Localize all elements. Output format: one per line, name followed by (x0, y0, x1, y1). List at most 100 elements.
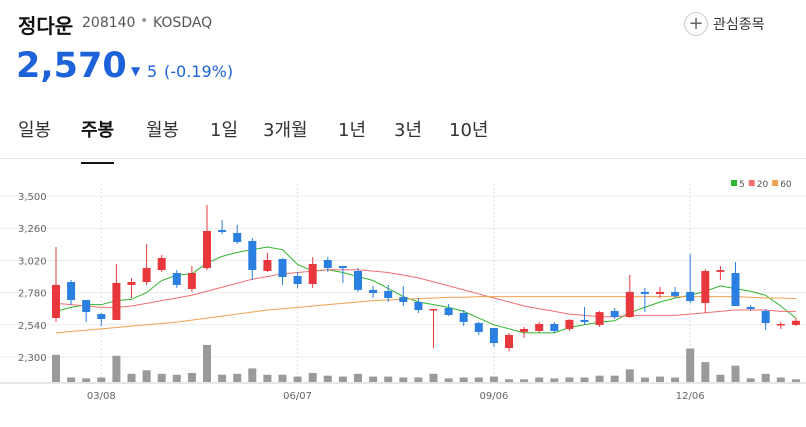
volume-bar (203, 344, 211, 382)
ma-line (55, 246, 797, 334)
volume-bar (218, 374, 227, 382)
volume-bar (459, 377, 468, 382)
volume-bar (399, 377, 408, 382)
volume-bar (656, 376, 664, 382)
volume-bar (520, 379, 529, 382)
change: 5 (147, 62, 158, 81)
volume-bar (505, 379, 513, 382)
candle-body (776, 323, 785, 326)
tab[interactable]: 주봉 (81, 116, 115, 164)
volume-bar (686, 348, 695, 382)
volume-bar (369, 376, 378, 382)
volume-bar (278, 374, 287, 382)
candle-body (187, 273, 196, 289)
candle-body (716, 270, 725, 272)
candle-body (520, 328, 529, 332)
y-tick-label: 2,300 (18, 353, 47, 364)
candle-body (761, 310, 770, 324)
candle-body (565, 319, 574, 329)
candle-body (52, 284, 60, 318)
candle-body (293, 275, 302, 285)
volume-bar (308, 372, 317, 382)
volume-bar (640, 377, 649, 382)
x-tick-label: 06/07 (283, 391, 312, 402)
candle-body (142, 268, 151, 283)
watch-button[interactable]: 관심종목 (713, 17, 765, 33)
volume-bar (112, 355, 121, 382)
candle-body (459, 312, 468, 322)
volume-bar (263, 374, 272, 382)
tab[interactable]: 3개월 (263, 120, 308, 141)
volume-bar (52, 354, 60, 382)
candle-body (535, 323, 544, 331)
x-tick-label: 03/08 (87, 391, 116, 402)
volume-bar (731, 365, 740, 382)
candle-body (474, 323, 483, 332)
candle-body (610, 310, 619, 318)
volume-bar (776, 377, 785, 382)
separator: • (140, 13, 149, 29)
candle-body (746, 306, 755, 309)
candle-body (172, 273, 181, 285)
volume-bar (67, 377, 76, 382)
market: KOSDAQ (153, 15, 213, 31)
x-tick-label: 12/06 (676, 391, 705, 402)
tab[interactable]: 3년 (394, 120, 423, 141)
candle-body (263, 259, 272, 271)
candle-body (656, 291, 664, 294)
candle-body (429, 308, 438, 311)
candle-body (112, 282, 121, 320)
candle-body (550, 323, 559, 331)
candle-body (323, 259, 332, 269)
volume-bar (701, 362, 710, 382)
legend-label: 60 (780, 180, 792, 190)
candle-body (580, 319, 589, 322)
candle-body (399, 297, 408, 302)
candle-body (67, 282, 76, 300)
y-tick-label: 2,540 (18, 321, 47, 332)
volume-bar (414, 377, 423, 382)
legend-swatch (772, 180, 779, 186)
candle-body (218, 229, 227, 232)
volume-bar (97, 377, 106, 382)
divider (0, 158, 806, 159)
candle-body (308, 264, 317, 285)
candle-body (233, 233, 242, 243)
legend-label: 20 (757, 180, 769, 190)
x-tick-label: 09/06 (479, 391, 508, 402)
candle-body (354, 270, 362, 290)
tab[interactable]: 일봉 (18, 120, 52, 141)
legend-swatch (748, 180, 755, 186)
volume-bar (625, 369, 634, 382)
tab[interactable]: 1일 (210, 120, 239, 141)
ma-line (55, 269, 796, 318)
price: 2,570 (16, 46, 127, 86)
legend-label: 5 (739, 180, 745, 190)
volume-bar (157, 373, 166, 382)
ma-line (55, 296, 796, 334)
volume-bar (746, 378, 755, 382)
volume-bar (716, 374, 725, 382)
volume-bar (233, 373, 242, 382)
tab[interactable]: 10년 (449, 120, 489, 141)
volume-bar (323, 375, 332, 382)
tab[interactable]: 1년 (338, 120, 367, 141)
volume-bar (142, 370, 151, 382)
tab[interactable]: 월봉 (146, 120, 180, 141)
volume-bar (444, 378, 453, 382)
y-tick-label: 3,020 (18, 256, 47, 267)
candle-body (671, 291, 680, 296)
candle-body (97, 314, 106, 320)
volume-bar (82, 378, 91, 382)
volume-bar (489, 376, 498, 382)
volume-bar (550, 378, 559, 382)
candle-body (203, 231, 211, 269)
candle-body (640, 291, 649, 294)
candle-body (444, 308, 453, 316)
stock-code: 208140 (82, 15, 136, 31)
volume-bar (791, 379, 800, 382)
volume-bar (384, 376, 393, 382)
add-icon[interactable]: + (684, 12, 708, 36)
volume-bar (535, 377, 544, 382)
